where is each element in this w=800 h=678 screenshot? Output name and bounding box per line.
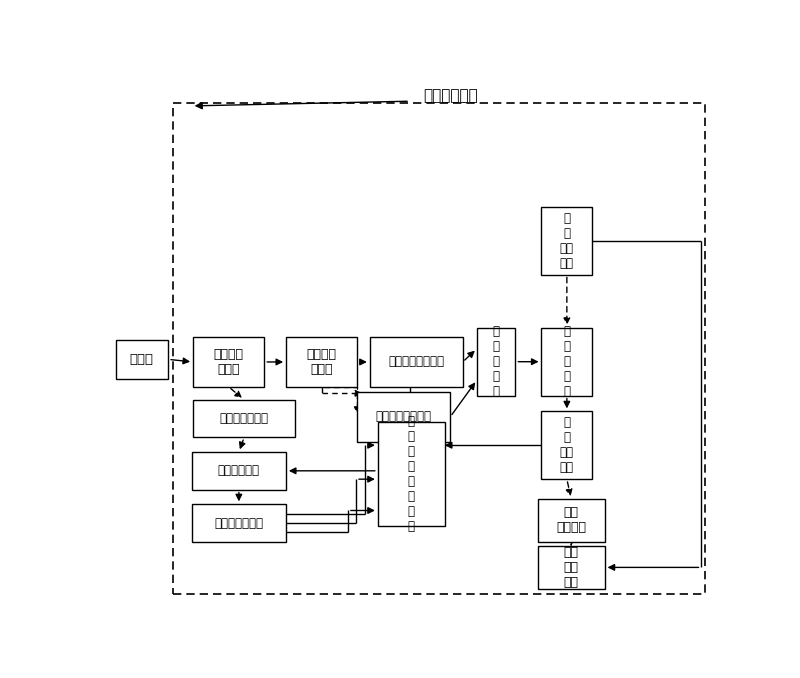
Text: 第
一
合
路
器: 第 一 合 路 器 (493, 325, 500, 398)
Text: 第
一
同轴
开关: 第 一 同轴 开关 (560, 212, 574, 270)
Bar (542, 207, 592, 275)
Text: 取样器: 取样器 (130, 353, 154, 366)
Text: 第二级矢量调制器: 第二级矢量调制器 (376, 410, 432, 423)
Text: 第三
同轴
开关: 第三 同轴 开关 (564, 546, 578, 589)
Bar (115, 340, 168, 379)
Bar (286, 337, 358, 386)
Bar (538, 499, 605, 542)
Text: 射频
放大电路: 射频 放大电路 (556, 506, 586, 534)
Bar (538, 546, 605, 589)
Text: 误
差
信
号
反
馈
模
块: 误 差 信 号 反 馈 模 块 (408, 415, 414, 533)
Bar (193, 400, 295, 437)
Bar (192, 452, 286, 490)
Text: 单片机控制模块: 单片机控制模块 (214, 517, 263, 530)
Bar (370, 337, 462, 386)
Bar (378, 422, 445, 526)
Text: 干扰对消主机: 干扰对消主机 (423, 88, 478, 104)
Text: 第一级矢量调制器: 第一级矢量调制器 (388, 355, 444, 368)
Text: 第
二
合
路
器: 第 二 合 路 器 (563, 325, 570, 398)
Text: 第一定向
耦合器: 第一定向 耦合器 (214, 348, 244, 376)
Bar (477, 327, 515, 396)
Text: 第一正交功分器: 第一正交功分器 (220, 412, 269, 425)
Bar (542, 327, 592, 396)
Bar (192, 504, 286, 542)
Bar (358, 392, 450, 441)
Text: 相关运算模块: 相关运算模块 (218, 464, 260, 477)
Text: 第二定向
耦合器: 第二定向 耦合器 (306, 348, 337, 376)
Bar (193, 337, 264, 386)
Bar (173, 103, 705, 594)
Text: 第
二
同轴
开关: 第 二 同轴 开关 (560, 416, 574, 474)
Bar (542, 412, 592, 479)
